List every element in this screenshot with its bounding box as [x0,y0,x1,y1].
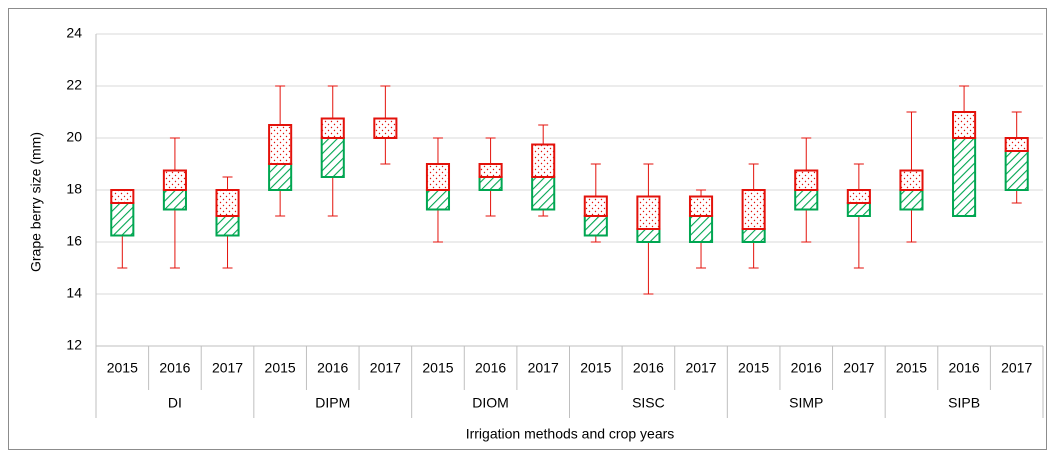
upper-box [320,117,345,139]
lower-box [215,215,240,237]
lower-box [268,163,293,191]
lower-box [952,137,977,217]
x-tick-label: 2015 [896,360,927,376]
lower-box [1004,150,1029,191]
upper-box [373,117,398,139]
y-tick-label: 12 [66,337,82,353]
y-tick-label: 20 [66,129,82,145]
upper-box [794,169,819,191]
x-tick-label: 2016 [791,360,822,376]
upper-box [110,189,135,204]
group-label: SISC [632,395,665,411]
x-tick-label: 2016 [475,360,506,376]
lower-box [531,176,556,211]
y-tick-label: 22 [66,77,82,93]
upper-box [425,163,451,191]
upper-box [952,111,977,139]
upper-box [162,169,187,191]
upper-box [478,163,503,178]
upper-box [688,195,714,217]
group-label: DI [168,395,182,411]
x-tick-label: 2017 [685,360,716,376]
upper-box [899,169,924,191]
group-label: SIMP [789,395,823,411]
upper-box [846,189,871,204]
upper-box [636,195,661,230]
lower-box [110,202,135,237]
x-tick-label: 2015 [580,360,611,376]
upper-box [583,195,608,217]
x-tick-label: 2016 [949,360,980,376]
y-tick-label: 18 [66,181,82,197]
y-tick-label: 24 [66,25,82,41]
upper-box [531,143,556,178]
lower-box [583,215,608,237]
upper-box [741,189,766,230]
y-tick-label: 16 [66,233,82,249]
x-tick-label: 2015 [107,360,138,376]
x-tick-label: 2015 [422,360,453,376]
x-tick-label: 2017 [528,360,559,376]
x-tick-label: 2017 [843,360,874,376]
lower-box [162,189,187,211]
lower-box [846,202,871,217]
y-axis-title: Grape berry size (mm) [28,132,44,272]
x-tick-label: 2017 [212,360,243,376]
upper-box [1004,137,1029,152]
x-tick-label: 2015 [265,360,296,376]
upper-box [215,189,240,217]
lower-box [688,215,714,243]
lower-box [636,228,661,243]
lower-box [794,189,819,211]
y-tick-label: 14 [66,285,82,301]
group-label: SIPB [948,395,980,411]
x-tick-label: 2015 [738,360,769,376]
lower-box [741,228,766,243]
x-tick-label: 2017 [370,360,401,376]
x-tick-label: 2017 [1001,360,1032,376]
lower-box [478,176,503,191]
x-tick-label: 2016 [317,360,348,376]
x-axis-title: Irrigation methods and crop years [466,426,675,442]
x-tick-label: 2016 [633,360,664,376]
x-tick-label: 2016 [159,360,190,376]
group-label: DIPM [315,395,350,411]
chart-frame [8,8,1047,450]
upper-box [268,124,293,165]
lower-box [425,189,451,211]
lower-box [899,189,924,211]
group-label: DIOM [472,395,509,411]
lower-box [320,137,345,178]
